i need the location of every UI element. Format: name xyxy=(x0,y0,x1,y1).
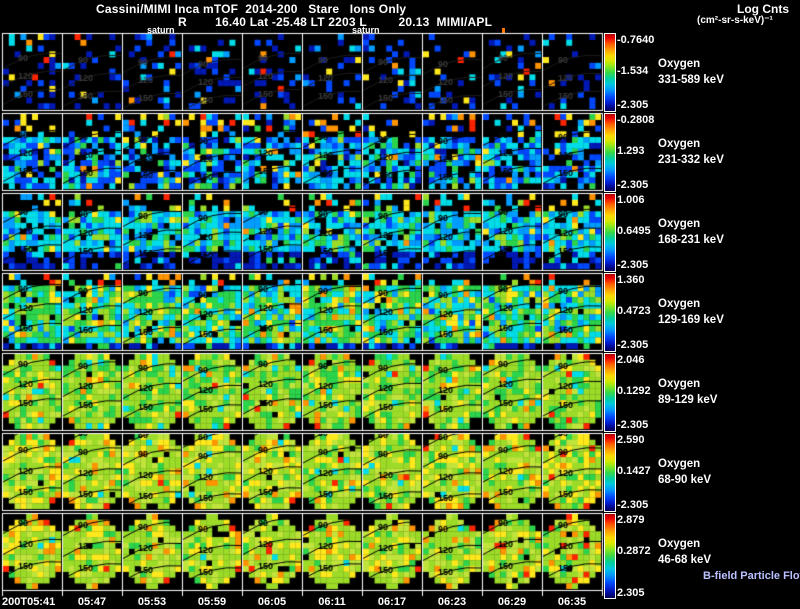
colorbar-title: Log Cnts xyxy=(737,2,789,16)
time-axis-label: 200T05:41 xyxy=(2,596,56,608)
row-species-label: Oxygen xyxy=(658,298,701,310)
time-axis-label: 05:53 xyxy=(137,596,167,608)
colorbar-tick-min: -2.305 xyxy=(617,419,649,431)
colorbar xyxy=(604,433,616,512)
time-axis-label: 06:29 xyxy=(497,596,527,608)
time-axis-label: 06:05 xyxy=(257,596,287,608)
colorbar-tick-min: 2.305 xyxy=(617,587,645,599)
row-energy-label: 68-90 keV xyxy=(658,474,712,486)
colorbar-tick-mid: 0.4723 xyxy=(617,305,651,317)
colorbar-tick-mid: 1.293 xyxy=(617,145,645,157)
colorbar-tick-mid: 0.6495 xyxy=(617,225,651,237)
row-species-label: Oxygen xyxy=(658,218,701,230)
time-axis-label: 06:35 xyxy=(557,596,587,608)
time-axis-label: 05:59 xyxy=(197,596,227,608)
colorbar-units-label: (cm²-sr-s-keV)⁻¹ xyxy=(697,15,773,26)
row-energy-label: 89-129 keV xyxy=(658,394,718,406)
colorbar xyxy=(604,193,616,272)
row-species-label: Oxygen xyxy=(658,538,701,550)
colorbar-tick-min: -2.305 xyxy=(617,179,649,191)
colorbar xyxy=(604,113,616,192)
colorbar xyxy=(604,273,616,352)
colorbar-tick-max: 2.046 xyxy=(617,354,645,366)
row-energy-label: 46-68 keV xyxy=(658,554,712,566)
spectrogram-panels-canvas xyxy=(0,0,624,609)
time-axis-label: 05:47 xyxy=(77,596,107,608)
colorbar xyxy=(604,353,616,432)
time-axis-label: 06:17 xyxy=(377,596,407,608)
colorbar-tick-mid: -1.534 xyxy=(617,65,649,77)
colorbar xyxy=(604,33,616,112)
colorbar-tick-min: -2.305 xyxy=(617,259,649,271)
colorbar xyxy=(604,513,616,599)
colorbar-tick-mid: 0.1427 xyxy=(617,465,651,477)
row-species-label: Oxygen xyxy=(658,458,701,470)
colorbar-tick-mid: 0.1292 xyxy=(617,385,651,397)
colorbar-tick-max: 1.360 xyxy=(617,274,645,286)
row-species-label: Oxygen xyxy=(658,378,701,390)
bfield-flow-label: B-field Particle Flow xyxy=(703,570,800,582)
row-species-label: Oxygen xyxy=(658,138,701,150)
row-energy-label: 331-589 keV xyxy=(658,74,724,86)
colorbar-tick-max: 1.006 xyxy=(617,194,645,206)
time-axis-label: 06:23 xyxy=(437,596,467,608)
row-energy-label: 231-332 keV xyxy=(658,154,724,166)
row-energy-label: 129-169 keV xyxy=(658,314,724,326)
row-energy-label: 168-231 keV xyxy=(658,234,724,246)
colorbar-tick-min: -2.305 xyxy=(617,339,649,351)
colorbar-tick-max: -0.7640 xyxy=(617,34,655,46)
colorbar-tick-max: 2.590 xyxy=(617,434,645,446)
colorbar-tick-mid: 0.2872 xyxy=(617,545,651,557)
colorbar-tick-min: -2.305 xyxy=(617,499,649,511)
row-species-label: Oxygen xyxy=(658,58,701,70)
colorbar-tick-min: -2.305 xyxy=(617,99,649,111)
colorbar-tick-max: -0.2808 xyxy=(617,114,655,126)
time-axis-label: 06:11 xyxy=(318,596,346,608)
colorbar-tick-max: 2.879 xyxy=(617,514,645,526)
